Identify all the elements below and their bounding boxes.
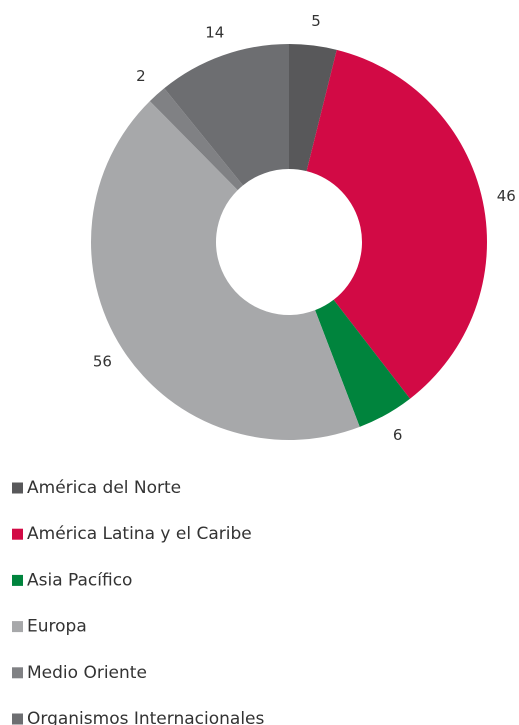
donut-slice xyxy=(315,299,411,427)
donut-slice xyxy=(306,49,487,399)
data-label: 2 xyxy=(136,67,146,85)
legend-swatch xyxy=(12,621,23,633)
data-label: 46 xyxy=(497,187,516,205)
donut-slice xyxy=(91,101,360,441)
legend-label: Organismos Internacionales xyxy=(27,709,264,725)
legend-label: Medio Oriente xyxy=(27,663,147,683)
legend-swatch xyxy=(12,713,23,725)
data-label: 5 xyxy=(311,12,321,30)
legend-swatch xyxy=(12,528,23,540)
donut-slice xyxy=(289,44,337,172)
legend-label: Europa xyxy=(27,617,87,637)
legend-label: Asia Pacífico xyxy=(27,570,132,590)
data-label: 56 xyxy=(93,353,112,371)
legend-label: América del Norte xyxy=(27,478,181,498)
donut-slice xyxy=(164,43,289,186)
data-label: 14 xyxy=(205,23,224,41)
legend-swatch xyxy=(12,574,23,586)
legend-label: América Latina y el Caribe xyxy=(27,524,252,544)
legend-swatch xyxy=(12,667,23,679)
data-label: 6 xyxy=(393,426,403,444)
donut-slice xyxy=(149,88,243,191)
legend-swatch xyxy=(12,482,23,494)
